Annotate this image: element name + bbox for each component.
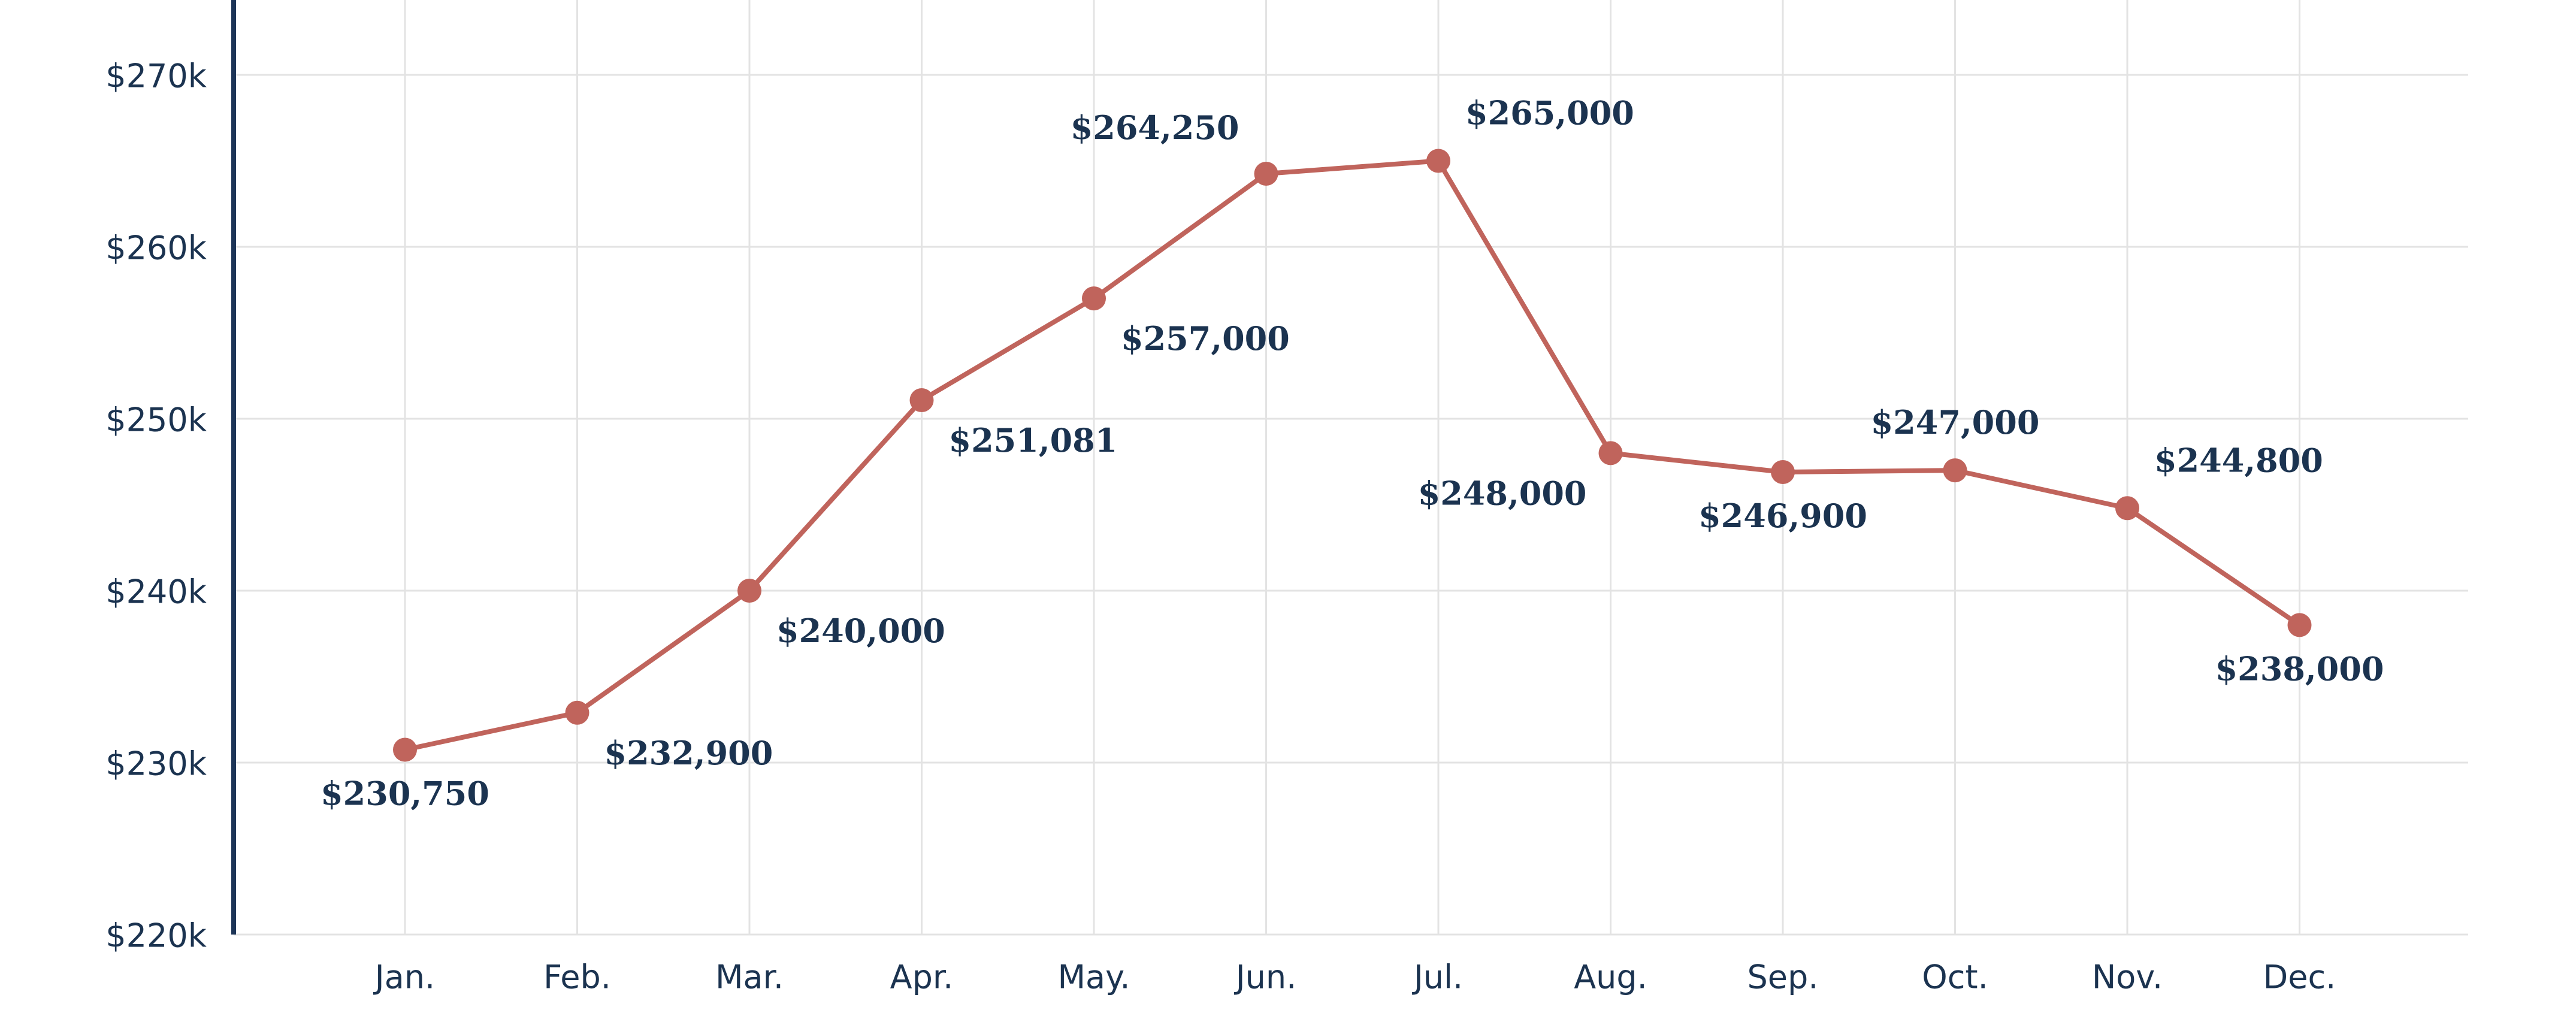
x-tick-label: Dec.	[2263, 958, 2336, 996]
data-point	[2287, 613, 2312, 637]
data-label: $240,000	[776, 612, 945, 650]
data-label: $232,900	[604, 734, 773, 772]
data-point	[909, 388, 934, 412]
x-tick-label: Apr.	[890, 958, 954, 996]
x-tick-label: Mar.	[715, 958, 784, 996]
data-label: $238,000	[2215, 649, 2384, 688]
data-point	[2115, 496, 2139, 521]
x-tick-label: Nov.	[2092, 958, 2163, 996]
data-label: $247,000	[1871, 403, 2040, 442]
x-tick-label: Oct.	[1922, 958, 1988, 996]
data-label: $246,900	[1698, 497, 1867, 535]
x-tick-label: May.	[1057, 958, 1130, 996]
axis-layer: $220k $230k $240k $250k $260k $270k Jan. Feb. Ma…	[105, 0, 2336, 996]
data-label: $257,000	[1121, 319, 1290, 358]
x-tick-label: Jul.	[1412, 958, 1463, 996]
y-tick-label: $250k	[105, 401, 207, 439]
y-tick-label: $230k	[105, 745, 207, 783]
data-point	[1254, 162, 1278, 186]
y-tick-label: $220k	[105, 917, 207, 955]
data-point	[1943, 458, 1967, 483]
data-point	[1598, 441, 1623, 465]
data-label: $248,000	[1418, 474, 1587, 512]
y-tick-label: $260k	[105, 229, 207, 267]
data-point	[1771, 459, 1795, 484]
y-tick-label: $240k	[105, 573, 207, 611]
data-label: $230,750	[321, 775, 489, 813]
y-tick-label: $270k	[105, 58, 207, 95]
x-tick-label: Feb.	[543, 958, 611, 996]
data-point	[393, 737, 417, 762]
series-line	[404, 158, 2301, 752]
label-layer: $230,750 $232,900 $240,000 $251,081 $257,000…	[321, 94, 2384, 813]
x-tick-label: Aug.	[1574, 958, 1647, 996]
data-point	[1082, 286, 1106, 311]
grid-layer	[234, 0, 2468, 936]
x-tick-label: Sep.	[1747, 958, 1819, 996]
data-label: $265,000	[1465, 94, 1634, 132]
data-point	[565, 700, 589, 725]
data-label: $244,800	[2154, 441, 2323, 479]
x-tick-label: Jun.	[1234, 958, 1297, 996]
data-label: $251,081	[949, 421, 1118, 459]
data-point	[737, 579, 761, 603]
data-point	[1426, 149, 1450, 173]
data-label: $264,250	[1071, 108, 1239, 147]
series-layer	[393, 149, 2312, 762]
x-tick-label: Jan.	[373, 958, 435, 996]
